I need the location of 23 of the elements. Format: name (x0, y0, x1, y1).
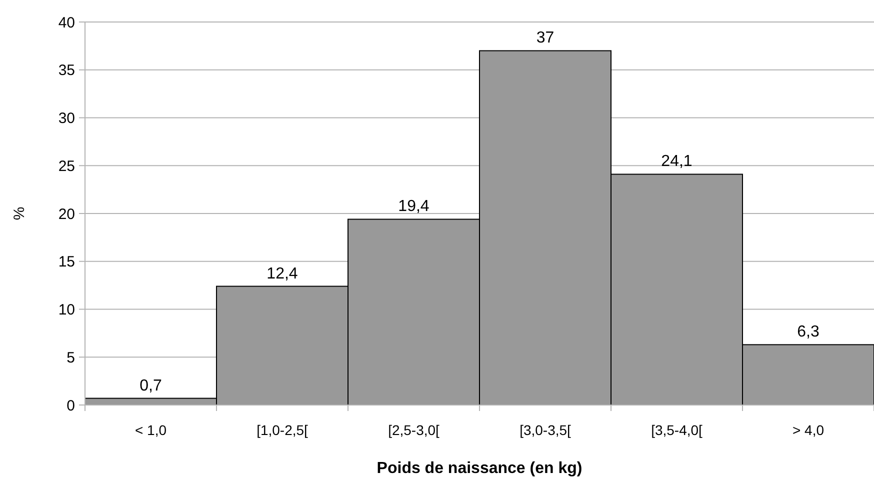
x-tick-label: > 4,0 (792, 422, 824, 438)
x-tick-label: [2,5-3,0[ (388, 422, 440, 438)
data-label: 6,3 (797, 324, 820, 341)
x-tick-label: [3,5-4,0[ (651, 422, 703, 438)
y-tick-label: 15 (58, 254, 75, 271)
y-axis-title: % (11, 206, 28, 220)
data-label: 0,7 (140, 377, 162, 394)
y-tick-label: 20 (58, 206, 75, 223)
data-label: 12,4 (266, 265, 298, 282)
data-label: 37 (536, 30, 554, 47)
x-tick-label: [1,0-2,5[ (256, 422, 308, 438)
y-tick-label: 25 (58, 158, 75, 175)
x-tick-label: < 1,0 (134, 422, 167, 438)
data-label: 24,1 (661, 153, 692, 170)
data-label: 19,4 (398, 198, 430, 216)
y-tick-label: 10 (58, 302, 75, 318)
y-tick-label: 40 (58, 14, 75, 32)
y-tick-label: 30 (58, 110, 75, 127)
x-axis-title: Poids de naissance (en kg) (376, 460, 582, 477)
y-tick-label: 35 (58, 62, 75, 80)
y-tick-label: 5 (66, 349, 75, 366)
x-tick-label: [3,0-3,5[ (520, 422, 572, 438)
y-tick-label: 0 (66, 397, 75, 414)
